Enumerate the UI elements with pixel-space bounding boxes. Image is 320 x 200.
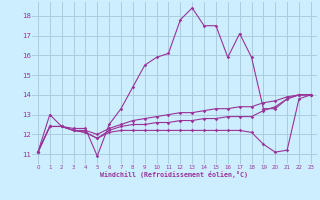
- X-axis label: Windchill (Refroidissement éolien,°C): Windchill (Refroidissement éolien,°C): [100, 171, 248, 178]
